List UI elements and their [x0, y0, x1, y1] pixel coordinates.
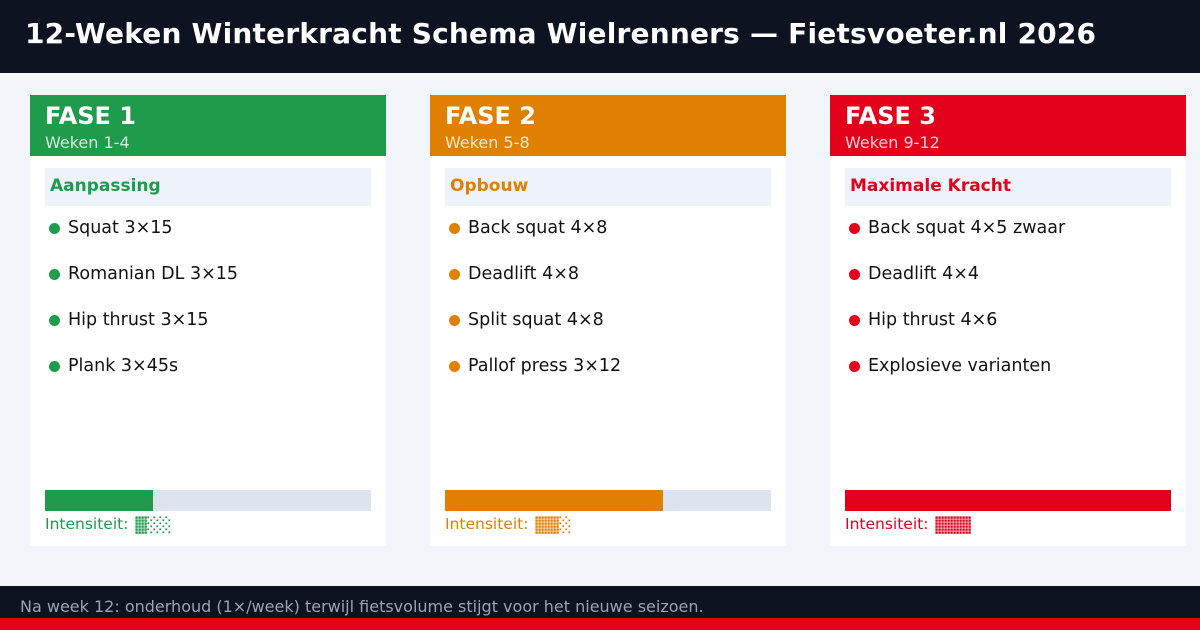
exercise-list: Back squat 4×5 zwaar Deadlift 4×4 Hip th…: [845, 215, 1171, 399]
bullet-dot-icon: [49, 223, 60, 234]
bullet-dot-icon: [849, 361, 860, 372]
phase-weeks: Weken 9-12: [845, 133, 940, 152]
bullet-dot-icon: [49, 269, 60, 280]
phase-weeks: Weken 1-4: [45, 133, 130, 152]
exercise-label: Plank 3×45s: [68, 356, 179, 376]
phase-card-3: FASE 3 Weken 9-12 Maximale Kracht Back s…: [830, 95, 1186, 546]
phase-weeks: Weken 5-8: [445, 133, 530, 152]
exercise-item: Split squat 4×8: [445, 307, 771, 353]
phase-title: FASE 1: [45, 102, 136, 130]
intensity-bar: [45, 490, 371, 511]
header-bar: 12-Weken Winterkracht Schema Wielrenners…: [0, 0, 1200, 73]
intensity-pattern-icon: [935, 516, 971, 534]
intensity-label: Intensiteit:: [45, 515, 129, 533]
bullet-dot-icon: [449, 223, 460, 234]
exercise-label: Back squat 4×5 zwaar: [868, 218, 1066, 238]
bullet-dot-icon: [449, 315, 460, 326]
intensity-bar: [845, 490, 1171, 511]
exercise-label: Pallof press 3×12: [468, 356, 622, 376]
exercise-label: Squat 3×15: [68, 218, 173, 238]
exercise-label: Split squat 4×8: [468, 310, 604, 330]
exercise-list: Squat 3×15 Romanian DL 3×15 Hip thrust 3…: [45, 215, 371, 399]
exercise-item: Romanian DL 3×15: [45, 261, 371, 307]
phase-header: FASE 3 Weken 9-12: [830, 95, 1186, 156]
intensity-bar-fill: [45, 490, 153, 511]
footer-bar: Na week 12: onderhoud (1×/week) terwijl …: [0, 586, 1200, 630]
exercise-label: Romanian DL 3×15: [68, 264, 239, 284]
phase-focus-box: Maximale Kracht: [845, 168, 1171, 206]
intensity-label: Intensiteit:: [845, 515, 929, 533]
footer-note: Na week 12: onderhoud (1×/week) terwijl …: [20, 597, 704, 616]
exercise-label: Hip thrust 4×6: [868, 310, 998, 330]
intensity-label: Intensiteit:: [445, 515, 529, 533]
phase-focus-label: Maximale Kracht: [850, 176, 1011, 196]
bullet-dot-icon: [449, 269, 460, 280]
exercise-item: Deadlift 4×4: [845, 261, 1171, 307]
intensity-bar: [445, 490, 771, 511]
bullet-dot-icon: [449, 361, 460, 372]
intensity-pattern-icon: [535, 516, 571, 534]
exercise-label: Deadlift 4×8: [468, 264, 580, 284]
exercise-label: Back squat 4×8: [468, 218, 608, 238]
phase-card-2: FASE 2 Weken 5-8 Opbouw Back squat 4×8 D…: [430, 95, 786, 546]
phase-title: FASE 2: [445, 102, 536, 130]
exercise-label: Hip thrust 3×15: [68, 310, 209, 330]
phase-focus-label: Opbouw: [450, 176, 529, 196]
bullet-dot-icon: [849, 223, 860, 234]
exercise-label: Deadlift 4×4: [868, 264, 980, 284]
exercise-item: Explosieve varianten: [845, 353, 1171, 399]
intensity-bar-fill: [445, 490, 664, 511]
exercise-item: Squat 3×15: [45, 215, 371, 261]
exercise-label: Explosieve varianten: [868, 356, 1052, 376]
phase-header: FASE 2 Weken 5-8: [430, 95, 786, 156]
exercise-item: Back squat 4×5 zwaar: [845, 215, 1171, 261]
exercise-item: Hip thrust 4×6: [845, 307, 1171, 353]
exercise-list: Back squat 4×8 Deadlift 4×8 Split squat …: [445, 215, 771, 399]
intensity-bar-fill: [845, 490, 1171, 511]
phase-focus-label: Aanpassing: [50, 176, 161, 196]
bullet-dot-icon: [849, 269, 860, 280]
bullet-dot-icon: [49, 361, 60, 372]
page-title: 12-Weken Winterkracht Schema Wielrenners…: [25, 17, 1097, 50]
footer-accent-stripe: [0, 618, 1200, 630]
phase-focus-box: Aanpassing: [45, 168, 371, 206]
bullet-dot-icon: [849, 315, 860, 326]
bullet-dot-icon: [49, 315, 60, 326]
exercise-item: Hip thrust 3×15: [45, 307, 371, 353]
phase-card-1: FASE 1 Weken 1-4 Aanpassing Squat 3×15 R…: [30, 95, 386, 546]
exercise-item: Back squat 4×8: [445, 215, 771, 261]
phase-focus-box: Opbouw: [445, 168, 771, 206]
phase-title: FASE 3: [845, 102, 936, 130]
exercise-item: Deadlift 4×8: [445, 261, 771, 307]
exercise-item: Pallof press 3×12: [445, 353, 771, 399]
exercise-item: Plank 3×45s: [45, 353, 371, 399]
phase-header: FASE 1 Weken 1-4: [30, 95, 386, 156]
intensity-pattern-icon: [135, 516, 171, 534]
